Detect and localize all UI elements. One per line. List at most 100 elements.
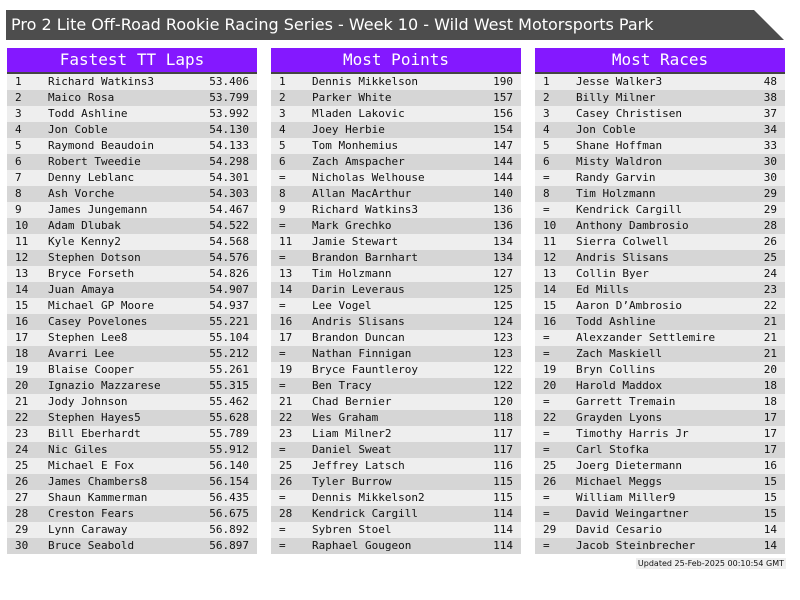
- table-row: = Timothy Harris Jr 17: [535, 426, 785, 442]
- table-row: 16 Casey Povelones 55.221: [7, 314, 257, 330]
- rank-cell: 28: [279, 507, 293, 520]
- driver-name-cell: Todd Ashline: [576, 315, 656, 328]
- driver-name-cell: Allan MacArthur: [312, 187, 412, 200]
- table-row: 26 Tyler Burrow 115: [271, 474, 521, 490]
- table-row: 17 Stephen Lee8 55.104: [7, 330, 257, 346]
- table-row: 8 Tim Holzmann 29: [535, 186, 785, 202]
- table-row: 25 Michael E Fox 56.140: [7, 458, 257, 474]
- table-row: 23 Liam Milner2 117: [271, 426, 521, 442]
- driver-name-cell: Mladen Lakovic: [312, 107, 405, 120]
- value-cell: 17: [763, 443, 777, 456]
- rank-cell: =: [543, 427, 550, 440]
- value-cell: 55.462: [209, 395, 249, 408]
- rank-cell: 15: [543, 299, 557, 312]
- value-cell: 123: [493, 331, 513, 344]
- table-row: 8 Allan MacArthur 140: [271, 186, 521, 202]
- table-row: 27 Shaun Kammerman 56.435: [7, 490, 257, 506]
- value-cell: 37: [763, 107, 777, 120]
- table-row: 2 Parker White 157: [271, 90, 521, 106]
- value-cell: 56.154: [209, 475, 249, 488]
- driver-name-cell: Carl Stofka: [576, 443, 649, 456]
- table-row: 2 Maico Rosa 53.799: [7, 90, 257, 106]
- rank-cell: =: [279, 523, 286, 536]
- rank-cell: 4: [15, 123, 22, 136]
- value-cell: 144: [493, 171, 513, 184]
- table-row: = Alexzander Settlemire 21: [535, 330, 785, 346]
- table-row: 3 Mladen Lakovic 156: [271, 106, 521, 122]
- value-cell: 53.992: [209, 107, 249, 120]
- table-row: 23 Bill Eberhardt 55.789: [7, 426, 257, 442]
- value-cell: 125: [493, 299, 513, 312]
- driver-name-cell: Andris Slisans: [312, 315, 405, 328]
- rank-cell: 14: [543, 283, 557, 296]
- rank-cell: 20: [543, 379, 557, 392]
- value-cell: 16: [763, 459, 777, 472]
- value-cell: 157: [493, 91, 513, 104]
- driver-name-cell: Tyler Burrow: [312, 475, 392, 488]
- table-row: 12 Stephen Dotson 54.576: [7, 250, 257, 266]
- rank-cell: 16: [15, 315, 29, 328]
- table-row: 25 Jeffrey Latsch 116: [271, 458, 521, 474]
- value-cell: 21: [763, 315, 777, 328]
- value-cell: 30: [763, 171, 777, 184]
- rank-cell: 9: [15, 203, 22, 216]
- value-cell: 56.435: [209, 491, 249, 504]
- table-row: 4 Jon Coble 34: [535, 122, 785, 138]
- table-row: 15 Michael GP Moore 54.937: [7, 298, 257, 314]
- rank-cell: =: [279, 379, 286, 392]
- rank-cell: 15: [15, 299, 29, 312]
- driver-name-cell: Liam Milner2: [312, 427, 392, 440]
- rank-cell: 12: [15, 251, 29, 264]
- rank-cell: 29: [15, 523, 29, 536]
- driver-name-cell: Bryce Forseth: [48, 267, 135, 280]
- table-row: 11 Jamie Stewart 134: [271, 234, 521, 250]
- value-cell: 54.522: [209, 219, 249, 232]
- table-row: 2 Billy Milner 38: [535, 90, 785, 106]
- table-row: 1 Dennis Mikkelson 190: [271, 74, 521, 90]
- table-row: 22 Stephen Hayes5 55.628: [7, 410, 257, 426]
- driver-name-cell: Timothy Harris Jr: [576, 427, 689, 440]
- table-row: 29 Lynn Caraway 56.892: [7, 522, 257, 538]
- table-row: = Dennis Mikkelson2 115: [271, 490, 521, 506]
- value-cell: 123: [493, 347, 513, 360]
- driver-name-cell: Creston Fears: [48, 507, 135, 520]
- board-fastest-tt-laps: Fastest TT Laps 1 Richard Watkins3 53.406 2…: [7, 48, 257, 554]
- value-cell: 14: [763, 523, 777, 536]
- value-cell: 55.912: [209, 443, 249, 456]
- driver-name-cell: Jeffrey Latsch: [312, 459, 405, 472]
- driver-name-cell: Grayden Lyons: [576, 411, 663, 424]
- page-title: Pro 2 Lite Off-Road Rookie Racing Series…: [6, 10, 784, 40]
- board-most-points: Most Points 1 Dennis Mikkelson 190 2 Parker …: [271, 48, 521, 554]
- driver-name-cell: Ash Vorche: [48, 187, 115, 200]
- driver-name-cell: Kendrick Cargill: [312, 507, 418, 520]
- value-cell: 134: [493, 235, 513, 248]
- table-row: 26 Michael Meggs 15: [535, 474, 785, 490]
- table-row: 1 Jesse Walker3 48: [535, 74, 785, 90]
- table-row: = Lee Vogel 125: [271, 298, 521, 314]
- driver-name-cell: Randy Garvin: [576, 171, 656, 184]
- rank-cell: =: [543, 331, 550, 344]
- rank-cell: 25: [543, 459, 557, 472]
- driver-name-cell: Kyle Kenny2: [48, 235, 121, 248]
- rank-cell: 30: [15, 539, 29, 552]
- value-cell: 136: [493, 219, 513, 232]
- value-cell: 127: [493, 267, 513, 280]
- table-row: 10 Adam Dlubak 54.522: [7, 218, 257, 234]
- value-cell: 55.628: [209, 411, 249, 424]
- value-cell: 38: [763, 91, 777, 104]
- rank-cell: 3: [15, 107, 22, 120]
- value-cell: 55.261: [209, 363, 249, 376]
- value-cell: 55.212: [209, 347, 249, 360]
- driver-name-cell: Daniel Sweat: [312, 443, 392, 456]
- value-cell: 54.130: [209, 123, 249, 136]
- rank-cell: 18: [15, 347, 29, 360]
- value-cell: 56.892: [209, 523, 249, 536]
- table-row: 19 Bryce Fauntleroy 122: [271, 362, 521, 378]
- value-cell: 30: [763, 155, 777, 168]
- table-row: = Nicholas Welhouse 144: [271, 170, 521, 186]
- value-cell: 115: [493, 491, 513, 504]
- value-cell: 117: [493, 427, 513, 440]
- rank-cell: =: [543, 507, 550, 520]
- value-cell: 26: [763, 235, 777, 248]
- value-cell: 23: [763, 283, 777, 296]
